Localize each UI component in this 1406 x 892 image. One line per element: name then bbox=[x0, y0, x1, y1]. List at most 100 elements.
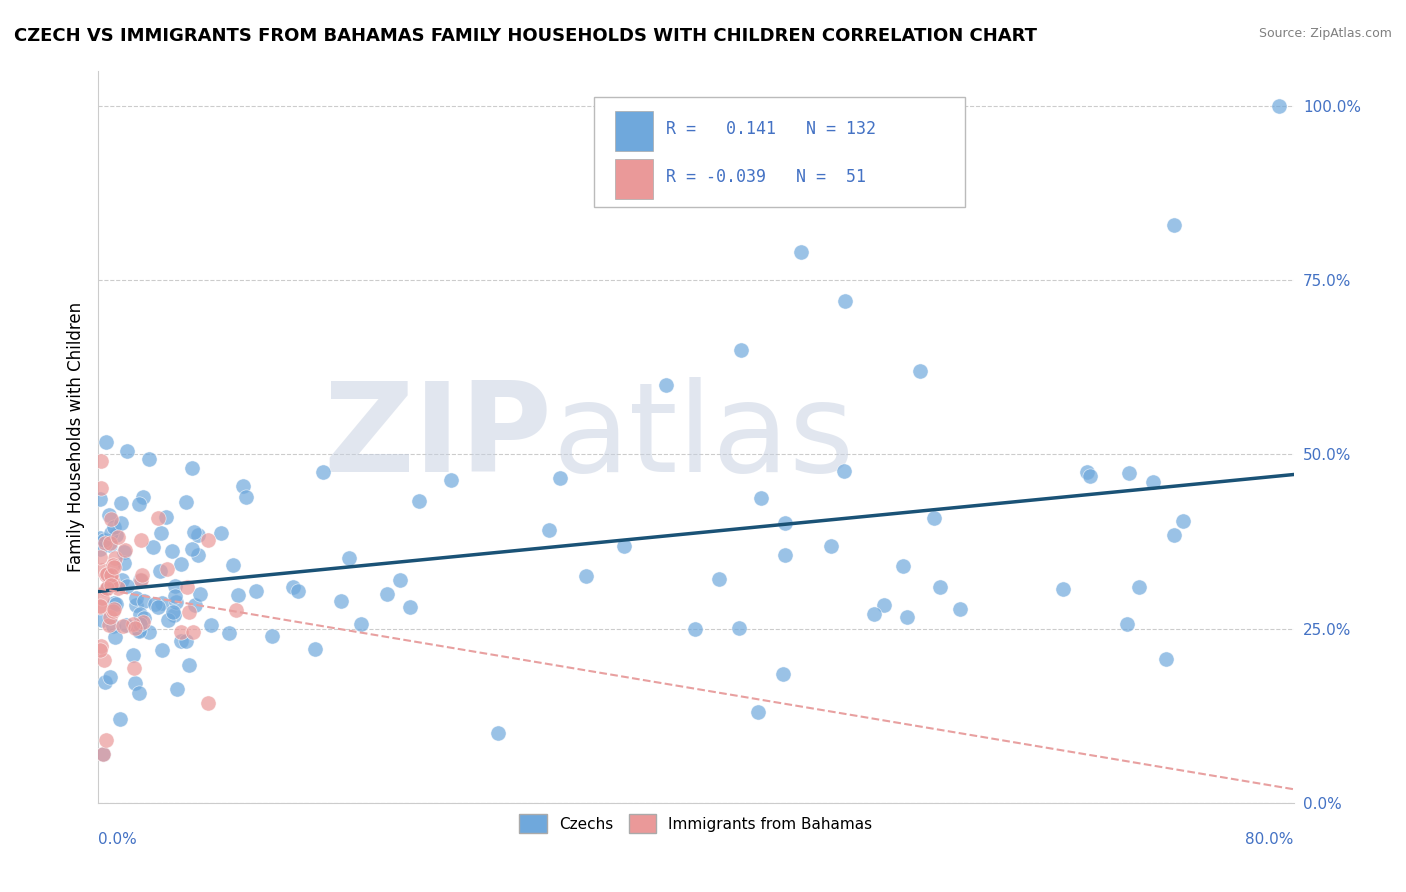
Point bbox=[163, 608, 186, 623]
Point bbox=[138, 452, 160, 467]
Point bbox=[170, 624, 193, 639]
Point bbox=[908, 364, 931, 378]
Point bbox=[337, 551, 360, 566]
Point bbox=[110, 516, 132, 530]
Point bbox=[375, 587, 398, 601]
Point bbox=[222, 558, 245, 572]
Point bbox=[922, 511, 945, 525]
Point bbox=[891, 559, 914, 574]
Point bbox=[683, 622, 706, 636]
Point bbox=[129, 607, 152, 621]
Point bbox=[103, 604, 125, 618]
Point bbox=[97, 580, 120, 594]
Point bbox=[108, 712, 131, 726]
Point bbox=[896, 610, 918, 624]
Point bbox=[98, 508, 121, 522]
Point bbox=[93, 533, 115, 548]
Point bbox=[155, 509, 177, 524]
Point bbox=[350, 616, 373, 631]
Point bbox=[132, 615, 155, 629]
Point bbox=[132, 594, 155, 608]
Point bbox=[1078, 468, 1101, 483]
Point bbox=[537, 523, 560, 537]
Point bbox=[548, 471, 571, 485]
Point bbox=[117, 579, 139, 593]
Point bbox=[98, 538, 121, 552]
FancyBboxPatch shape bbox=[595, 97, 965, 207]
Point bbox=[90, 613, 112, 627]
Point bbox=[183, 625, 205, 640]
Point bbox=[128, 573, 150, 587]
Point bbox=[832, 464, 855, 478]
Point bbox=[89, 643, 111, 657]
Point bbox=[156, 613, 179, 627]
Point bbox=[91, 747, 114, 761]
Point bbox=[440, 473, 463, 487]
Point bbox=[111, 573, 134, 587]
Point bbox=[97, 618, 120, 632]
Bar bbox=[614, 159, 652, 199]
Point bbox=[209, 525, 232, 540]
Point bbox=[176, 580, 198, 594]
Point bbox=[287, 584, 309, 599]
Point bbox=[1171, 514, 1194, 528]
Point bbox=[128, 497, 150, 511]
Text: ZIP: ZIP bbox=[323, 376, 553, 498]
Point bbox=[90, 454, 112, 468]
Point bbox=[107, 530, 129, 544]
Point bbox=[100, 573, 122, 587]
Point bbox=[101, 558, 124, 572]
Point bbox=[613, 539, 636, 553]
Point bbox=[166, 682, 188, 697]
Point bbox=[125, 598, 148, 612]
Point bbox=[707, 572, 730, 586]
Point bbox=[873, 598, 896, 612]
Text: 0.0%: 0.0% bbox=[98, 832, 138, 847]
Point bbox=[122, 661, 145, 675]
Point bbox=[112, 619, 135, 633]
Point bbox=[183, 598, 205, 612]
Point bbox=[408, 494, 430, 508]
Point bbox=[94, 675, 117, 690]
Point bbox=[398, 600, 420, 615]
Point bbox=[98, 574, 121, 588]
Text: R =   0.141   N = 132: R = 0.141 N = 132 bbox=[666, 120, 876, 138]
Point bbox=[655, 377, 678, 392]
Point bbox=[162, 606, 184, 620]
Point bbox=[1142, 475, 1164, 490]
Point bbox=[104, 630, 127, 644]
Point bbox=[226, 588, 249, 602]
Point bbox=[103, 595, 125, 609]
Point bbox=[131, 568, 153, 582]
Point bbox=[96, 567, 118, 582]
Point bbox=[1118, 467, 1140, 481]
Point bbox=[100, 568, 122, 582]
Point bbox=[98, 610, 121, 624]
Point bbox=[128, 686, 150, 700]
Point bbox=[187, 548, 209, 562]
Point bbox=[103, 619, 125, 633]
Text: CZECH VS IMMIGRANTS FROM BAHAMAS FAMILY HOUSEHOLDS WITH CHILDREN CORRELATION CHA: CZECH VS IMMIGRANTS FROM BAHAMAS FAMILY … bbox=[14, 27, 1038, 45]
Point bbox=[245, 583, 267, 598]
Point bbox=[225, 603, 247, 617]
Point bbox=[138, 625, 160, 640]
Point bbox=[149, 565, 172, 579]
Point bbox=[150, 596, 173, 610]
Point bbox=[187, 528, 209, 542]
Point bbox=[94, 582, 117, 596]
Point bbox=[188, 587, 211, 601]
Point bbox=[114, 542, 136, 557]
Point bbox=[174, 494, 197, 508]
Point bbox=[150, 526, 173, 541]
Point bbox=[575, 569, 598, 583]
Point bbox=[789, 245, 811, 260]
Point bbox=[311, 465, 333, 479]
Point bbox=[114, 556, 136, 570]
Point bbox=[125, 591, 148, 605]
Point bbox=[128, 616, 150, 631]
Point bbox=[103, 520, 125, 534]
Point bbox=[150, 643, 173, 657]
Point bbox=[94, 567, 117, 582]
Y-axis label: Family Households with Children: Family Households with Children bbox=[66, 302, 84, 572]
Point bbox=[1163, 528, 1185, 542]
